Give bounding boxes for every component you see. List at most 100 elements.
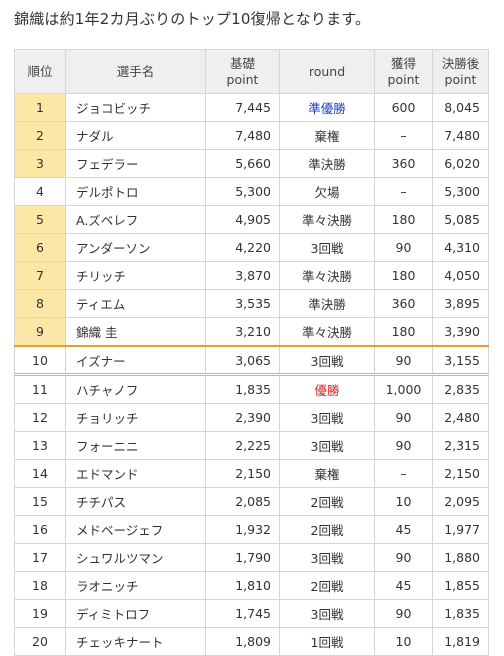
header-base-line1: 基礎: [229, 55, 255, 71]
header-name: 選手名: [65, 49, 206, 94]
round-cell: 2回戦: [279, 515, 375, 544]
rank-cell: 4: [14, 177, 66, 206]
final-point-cell: 2,480: [432, 403, 489, 432]
round-cell: 3回戦: [279, 233, 375, 262]
table-row: 20 チェッキナート 1,809 1回戦 10 1,819: [14, 627, 489, 656]
player-name-cell: チリッチ: [65, 261, 206, 290]
final-point-cell: 2,835: [432, 373, 489, 404]
rank-cell: 20: [14, 627, 66, 656]
gain-point-cell: –: [374, 459, 433, 488]
rank-cell: 7: [14, 261, 66, 290]
table-row: 9 錦織 圭 3,210 準々決勝 180 3,390: [14, 317, 489, 347]
base-point-cell: 5,300: [205, 177, 280, 206]
base-point-cell: 1,745: [205, 599, 280, 628]
round-cell: 棄権: [279, 459, 375, 488]
player-name-cell: アンダーソン: [65, 233, 206, 262]
round-cell: 3回戦: [279, 543, 375, 572]
gain-point-cell: 90: [374, 345, 433, 375]
table-row: 1 ジョコビッチ 7,445 準優勝 600 8,045: [14, 93, 489, 122]
round-cell: 準々決勝: [279, 205, 375, 234]
final-point-cell: 2,095: [432, 487, 489, 516]
base-point-cell: 4,905: [205, 205, 280, 234]
base-point-cell: 7,445: [205, 93, 280, 122]
rank-cell: 8: [14, 289, 66, 318]
table-row: 14 エドマンド 2,150 棄権 – 2,150: [14, 459, 489, 488]
gain-point-cell: 180: [374, 205, 433, 234]
player-name-cell: ジョコビッチ: [65, 93, 206, 122]
base-point-cell: 7,480: [205, 121, 280, 150]
final-point-cell: 8,045: [432, 93, 489, 122]
final-point-cell: 4,310: [432, 233, 489, 262]
final-point-cell: 1,835: [432, 599, 489, 628]
final-point-cell: 1,855: [432, 571, 489, 600]
final-point-cell: 7,480: [432, 121, 489, 150]
header-rank: 順位: [14, 49, 66, 94]
round-cell: 準々決勝: [279, 317, 375, 347]
rank-cell: 5: [14, 205, 66, 234]
base-point-cell: 3,065: [205, 345, 280, 375]
gain-point-cell: 10: [374, 627, 433, 656]
base-point-cell: 2,150: [205, 459, 280, 488]
table-row: 19 ディミトロフ 1,745 3回戦 90 1,835: [14, 599, 489, 628]
round-cell: 2回戦: [279, 571, 375, 600]
table-row: 6 アンダーソン 4,220 3回戦 90 4,310: [14, 233, 489, 262]
table-row: 8 ティエム 3,535 準決勝 360 3,895: [14, 289, 489, 318]
player-name-cell: フェデラー: [65, 149, 206, 178]
ranking-table: 順位 選手名 基礎 point round 獲得 point 決勝後 point…: [14, 49, 489, 656]
final-point-cell: 3,895: [432, 289, 489, 318]
rank-cell: 6: [14, 233, 66, 262]
player-name-cell: イズナー: [65, 345, 206, 375]
base-point-cell: 2,085: [205, 487, 280, 516]
player-name-cell: エドマンド: [65, 459, 206, 488]
final-point-cell: 5,085: [432, 205, 489, 234]
rank-cell: 17: [14, 543, 66, 572]
round-cell: 準決勝: [279, 289, 375, 318]
header-gain-point: 獲得 point: [374, 49, 433, 94]
player-name-cell: A.ズベレフ: [65, 205, 206, 234]
base-point-cell: 3,870: [205, 261, 280, 290]
gain-point-cell: –: [374, 121, 433, 150]
table-header-row: 順位 選手名 基礎 point round 獲得 point 決勝後 point: [14, 49, 489, 94]
gain-point-cell: 90: [374, 599, 433, 628]
final-point-cell: 5,300: [432, 177, 489, 206]
rank-cell: 16: [14, 515, 66, 544]
gain-point-cell: 45: [374, 515, 433, 544]
table-row: 2 ナダル 7,480 棄権 – 7,480: [14, 121, 489, 150]
table-row: 15 チチパス 2,085 2回戦 10 2,095: [14, 487, 489, 516]
rank-cell: 15: [14, 487, 66, 516]
base-point-cell: 1,790: [205, 543, 280, 572]
round-cell: 1回戦: [279, 627, 375, 656]
final-point-cell: 1,977: [432, 515, 489, 544]
round-cell: 準決勝: [279, 149, 375, 178]
page-heading: 錦織は約1年2カ月ぶりのトップ10復帰となります。: [14, 10, 371, 28]
table-row: 3 フェデラー 5,660 準決勝 360 6,020: [14, 149, 489, 178]
player-name-cell: 錦織 圭: [65, 317, 206, 347]
gain-point-cell: 360: [374, 149, 433, 178]
gain-point-cell: 1,000: [374, 373, 433, 404]
player-name-cell: ティエム: [65, 289, 206, 318]
gain-point-cell: 90: [374, 233, 433, 262]
gain-point-cell: 90: [374, 431, 433, 460]
player-name-cell: フォーニニ: [65, 431, 206, 460]
final-point-cell: 1,819: [432, 627, 489, 656]
table-row: 5 A.ズベレフ 4,905 準々決勝 180 5,085: [14, 205, 489, 234]
final-point-cell: 2,315: [432, 431, 489, 460]
round-cell: 準々決勝: [279, 261, 375, 290]
round-cell: 3回戦: [279, 345, 375, 375]
table-row: 4 デルポトロ 5,300 欠場 – 5,300: [14, 177, 489, 206]
player-name-cell: ナダル: [65, 121, 206, 150]
final-point-cell: 1,880: [432, 543, 489, 572]
table-row: 7 チリッチ 3,870 準々決勝 180 4,050: [14, 261, 489, 290]
table-row: 12 チョリッチ 2,390 3回戦 90 2,480: [14, 403, 489, 432]
base-point-cell: 1,810: [205, 571, 280, 600]
rank-cell: 9: [14, 317, 66, 347]
player-name-cell: ラオニッチ: [65, 571, 206, 600]
final-point-cell: 3,390: [432, 317, 489, 347]
header-final-point: 決勝後 point: [432, 49, 489, 94]
round-cell: 欠場: [279, 177, 375, 206]
rank-cell: 3: [14, 149, 66, 178]
base-point-cell: 2,225: [205, 431, 280, 460]
rank-cell: 13: [14, 431, 66, 460]
header-final-line1: 決勝後: [441, 55, 480, 71]
base-point-cell: 1,835: [205, 373, 280, 404]
